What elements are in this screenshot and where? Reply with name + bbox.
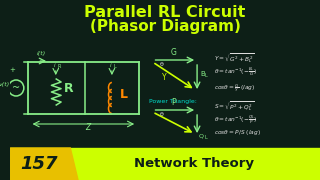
Text: Q: Q	[199, 134, 204, 139]
Text: i: i	[54, 63, 55, 68]
Text: R: R	[58, 64, 61, 69]
Text: v(t): v(t)	[0, 82, 10, 87]
Text: ~: ~	[12, 83, 20, 93]
Polygon shape	[10, 148, 78, 180]
Text: (Phasor Diagram): (Phasor Diagram)	[90, 19, 241, 34]
Text: $S = \sqrt{P^2+Q_L^2}$: $S = \sqrt{P^2+Q_L^2}$	[213, 100, 254, 114]
Text: $\theta = tan^{-1}(-\frac{Q_L}{P})$: $\theta = tan^{-1}(-\frac{Q_L}{P})$	[213, 113, 257, 125]
Text: Parallel RL Circuit: Parallel RL Circuit	[84, 5, 246, 20]
Polygon shape	[10, 148, 320, 180]
Text: θ: θ	[159, 62, 163, 67]
Text: Z: Z	[85, 123, 91, 132]
Text: $Y = \sqrt{G^2+B_L^2}$: $Y = \sqrt{G^2+B_L^2}$	[213, 52, 254, 66]
Text: L: L	[114, 64, 116, 69]
Text: $\theta = tan^{-1}(-\frac{B_L}{G})$: $\theta = tan^{-1}(-\frac{B_L}{G})$	[213, 66, 257, 78]
Text: Power Triangle:: Power Triangle:	[149, 99, 196, 104]
Text: $cos\theta = P/S$ $(lag)$: $cos\theta = P/S$ $(lag)$	[213, 128, 260, 137]
Text: +: +	[9, 67, 15, 73]
Text: Network Theory: Network Theory	[134, 158, 254, 170]
Text: Y: Y	[162, 73, 167, 82]
Text: 157: 157	[20, 155, 58, 173]
Text: L: L	[205, 135, 208, 140]
Text: θ: θ	[159, 112, 163, 117]
Text: L: L	[205, 73, 208, 78]
Text: i: i	[110, 63, 111, 68]
Text: $cos\theta = \frac{G}{Y}$ $(lag)$: $cos\theta = \frac{G}{Y}$ $(lag)$	[213, 82, 255, 94]
Text: B: B	[200, 71, 205, 77]
Text: G: G	[171, 48, 177, 57]
Text: P: P	[172, 98, 176, 107]
Text: L: L	[120, 88, 128, 101]
Text: i(t): i(t)	[36, 51, 46, 56]
Text: R: R	[64, 82, 74, 95]
